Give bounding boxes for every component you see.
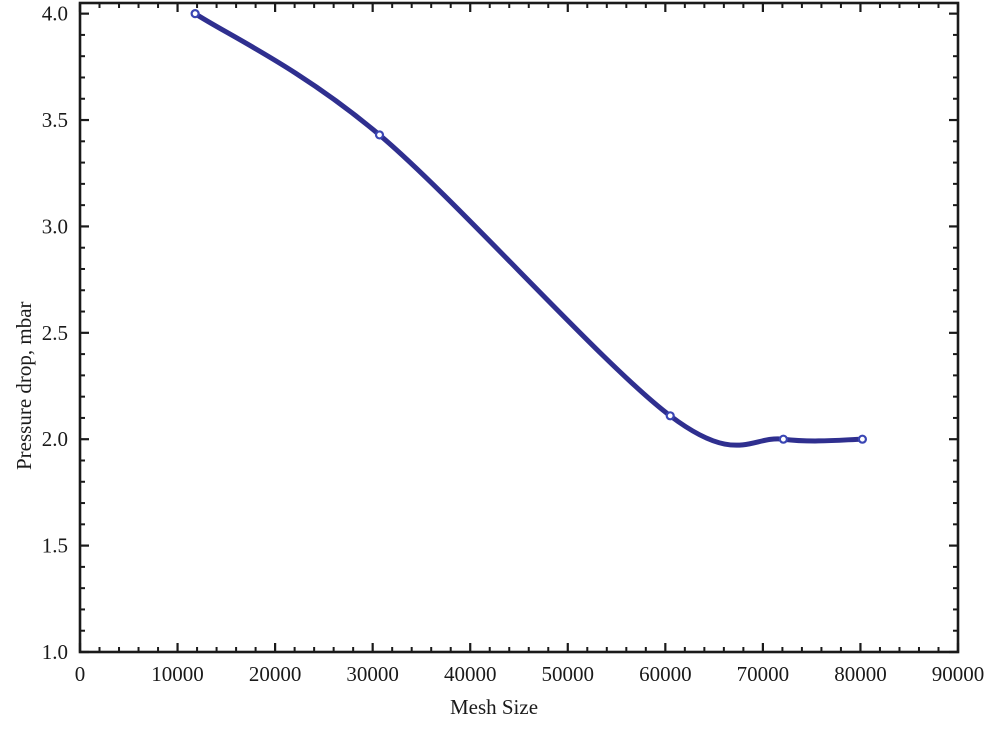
x-tick-label: 40000 [444, 662, 497, 686]
x-tick-label: 30000 [346, 662, 399, 686]
y-tick-label: 1.5 [42, 534, 68, 558]
data-point-markers [190, 9, 868, 444]
y-tick-label: 2.5 [42, 321, 68, 345]
x-axis-tick-labels: 0 10000 20000 30000 40000 50000 60000 70000 8000… [75, 662, 985, 686]
y-axis-tick-labels: 1.0 1.5 2.0 2.5 3.0 3.5 4.0 [42, 2, 68, 664]
series-line-pressure-drop [192, 11, 865, 448]
y-axis-ticks [80, 12, 958, 654]
x-tick-label: 90000 [932, 662, 985, 686]
data-point-marker [778, 434, 788, 444]
x-tick-label: 20000 [249, 662, 302, 686]
plot-frame [78, 1, 960, 654]
y-tick-label: 1.0 [42, 640, 68, 664]
data-point-marker [190, 9, 200, 19]
x-tick-label: 10000 [151, 662, 204, 686]
x-axis-title: Mesh Size [449, 695, 539, 719]
data-point-marker [665, 411, 675, 421]
data-series-line [192, 11, 865, 448]
y-tick-label: 2.0 [42, 427, 68, 451]
x-tick-label: 60000 [639, 662, 692, 686]
data-point-marker [857, 434, 868, 444]
x-tick-label: 70000 [737, 662, 790, 686]
data-point-marker [374, 130, 385, 140]
x-tick-label: 50000 [542, 662, 595, 686]
x-tick-label: 0 [75, 662, 86, 686]
y-tick-label: 3.5 [42, 108, 68, 132]
y-tick-label: 3.0 [42, 214, 68, 238]
y-axis-title: Pressure drop, mbar [12, 301, 36, 470]
y-tick-label: 4.0 [42, 2, 68, 26]
x-axis-ticks [78, 3, 960, 652]
x-tick-label: 80000 [834, 662, 887, 686]
